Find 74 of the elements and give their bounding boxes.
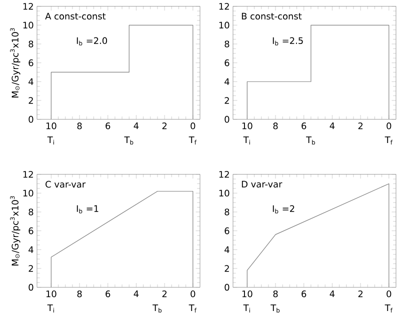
text: C var-var <box>46 180 86 188</box>
x-tick-label: 8 <box>273 290 278 298</box>
x-tick-label: 2 <box>358 290 363 297</box>
text: T$_{f}$ <box>384 136 393 144</box>
y-tick-label: 8 <box>224 40 230 48</box>
x-tick-label: 2 <box>358 122 363 130</box>
x-tick-label: 2 <box>162 122 167 130</box>
x-tick-label: 2 <box>162 290 167 297</box>
y-tick-label: 0 <box>224 116 230 123</box>
text: T$_{i}$ <box>243 304 250 312</box>
x-tick-label: 6 <box>302 290 306 298</box>
x-tick-label: 6 <box>106 122 110 130</box>
y-tick-label: 2 <box>224 97 229 104</box>
x-tick-label: 6 <box>106 290 110 298</box>
y-tick-label: 10 <box>219 22 230 28</box>
annotation: I$_{b}$ =2.0 <box>76 37 108 46</box>
text: T$_{b}$ <box>152 304 162 312</box>
text: D var-var <box>242 180 282 188</box>
y-tick-label: 8 <box>28 208 34 216</box>
y-tick-label: 6 <box>28 59 34 66</box>
text: T$_{b}$ <box>306 136 316 144</box>
text: T$_{f}$ <box>384 304 393 312</box>
y-tick-label: 4 <box>224 246 230 253</box>
text: A const-const <box>45 12 106 20</box>
x-tick-label: 4 <box>134 122 139 129</box>
y-tick-label: 2 <box>28 264 33 272</box>
x-tick-label: 8 <box>77 122 82 130</box>
y-tick-label: 12 <box>219 2 229 10</box>
x-tick-label: 10 <box>46 122 56 130</box>
y-tick-label: 12 <box>23 170 33 178</box>
y-tick-label: 0 <box>224 284 230 291</box>
x-tick-label: 4 <box>330 122 335 129</box>
y-tick-label: 10 <box>219 190 230 196</box>
x-tick-label: 0 <box>190 122 196 130</box>
y-tick-label: 12 <box>219 170 229 178</box>
y-tick-label: 4 <box>28 78 34 85</box>
text: T$_{f}$ <box>188 136 197 144</box>
text: T$_{i}$ <box>243 136 250 144</box>
text: B const-const <box>242 12 302 20</box>
y-tick-label: 8 <box>28 40 34 48</box>
y-tick-label: 6 <box>224 59 230 66</box>
y-tick-label: 4 <box>28 246 34 253</box>
y-tick-label: 4 <box>224 78 230 85</box>
x-tick-label: 8 <box>273 122 278 130</box>
y-tick-label: 0 <box>28 284 34 291</box>
x-tick-label: 10 <box>242 122 252 130</box>
y-tick-label: 12 <box>23 2 33 10</box>
y-tick-label: 0 <box>28 116 34 123</box>
x-tick-label: 10 <box>242 290 252 298</box>
annotation: I$_{b}$ =2.5 <box>272 37 303 46</box>
y-tick-label: 2 <box>224 264 229 272</box>
text: T$_{i}$ <box>47 136 54 144</box>
y-tick-label: 6 <box>28 227 34 234</box>
y-axis-title: M$_{⊙}$/Gyr/pc$^{3}$x10$^{3}$ <box>10 28 20 98</box>
text: T$_{b}$ <box>124 136 134 144</box>
y-tick-label: 10 <box>23 190 34 196</box>
text: T$_{b}$ <box>270 304 280 312</box>
x-tick-label: 0 <box>386 122 392 130</box>
x-tick-label: 4 <box>134 290 139 297</box>
annotation: I$_{b}$ =1 <box>76 205 98 214</box>
text: T$_{i}$ <box>47 304 54 312</box>
y-tick-label: 2 <box>28 97 33 104</box>
y-tick-label: 8 <box>224 208 230 216</box>
x-tick-label: 10 <box>46 290 56 298</box>
y-tick-label: 6 <box>224 227 230 234</box>
text: T$_{f}$ <box>188 304 197 312</box>
y-tick-label: 10 <box>23 22 34 28</box>
x-tick-label: 8 <box>77 290 82 298</box>
annotation: I$_{b}$ =2 <box>272 205 294 214</box>
x-tick-label: 4 <box>330 290 335 297</box>
x-tick-label: 6 <box>302 122 306 130</box>
x-tick-label: 0 <box>386 290 392 298</box>
x-tick-label: 0 <box>190 290 196 298</box>
y-axis-title: M$_{⊙}$/Gyr/pc$^{3}$x10$^{3}$ <box>10 196 20 266</box>
